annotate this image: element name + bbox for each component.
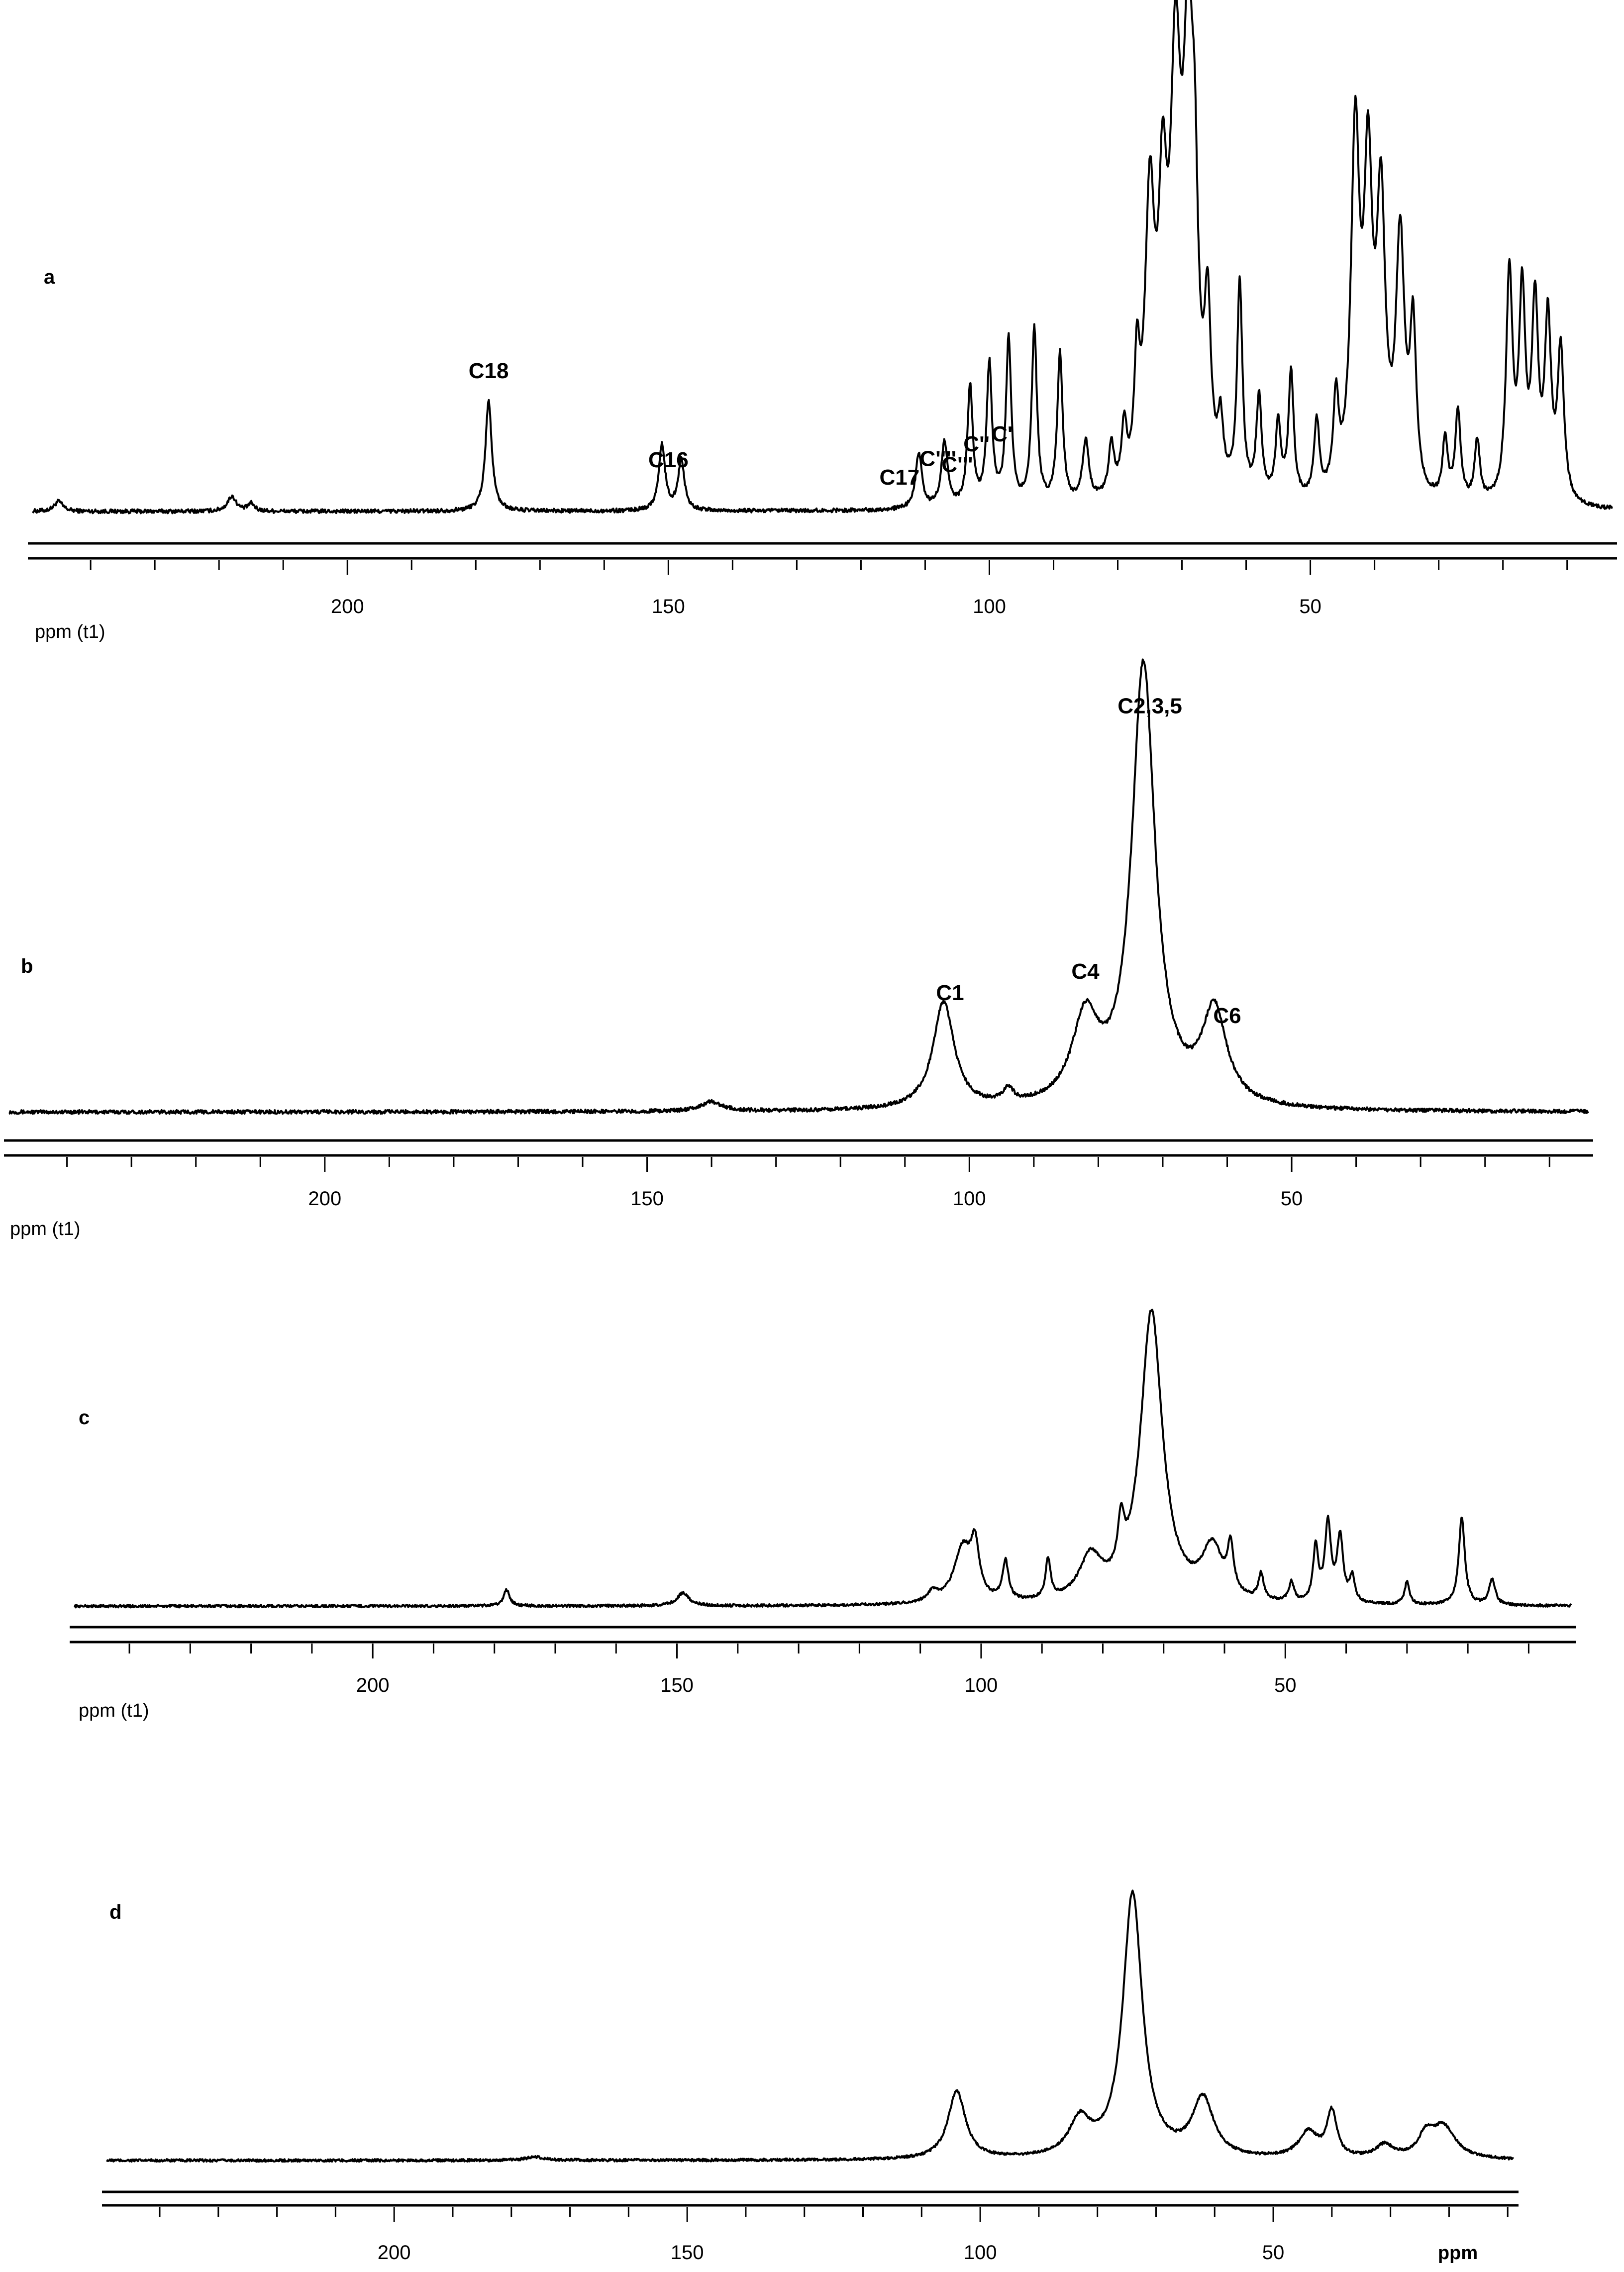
panel-d: 200 150 100 50 ppm d <box>102 1889 1519 2264</box>
peak-label: C' <box>992 422 1013 446</box>
tick-label: 200 <box>378 2242 411 2264</box>
panel-c: 200 150 100 50 ppm (t1) c <box>70 1309 1576 1721</box>
peak-label: C18 <box>469 359 509 383</box>
spectrum-trace <box>74 1309 1572 1609</box>
tick-label: 150 <box>652 596 685 618</box>
tick-label: 150 <box>671 2242 704 2264</box>
peak-label: C17 <box>879 465 919 490</box>
peak-label: C6 <box>1213 1004 1241 1028</box>
panel-label: b <box>21 955 33 977</box>
spectrum-trace <box>8 658 1589 1115</box>
tick-label: 200 <box>308 1188 341 1210</box>
tick-label: 100 <box>973 596 1006 618</box>
spectrum-trace <box>106 1889 1515 2163</box>
peak-label: C16 <box>648 448 689 472</box>
x-axis-label: ppm (t1) <box>35 621 105 642</box>
tick-label: 150 <box>660 1674 694 1696</box>
tick-label: 100 <box>964 2242 997 2264</box>
peak-label: C'''' <box>919 446 956 471</box>
x-axis-label: ppm <box>1438 2243 1478 2264</box>
panel-b: 200 150 100 50 ppm (t1) b C1 C4 C2,3,5 C6 <box>4 658 1593 1239</box>
peak-label: C''' <box>941 453 973 477</box>
peak-label: C2,3,5 <box>1117 694 1182 719</box>
peak-label: C4 <box>1071 959 1100 984</box>
spectrum-trace <box>32 0 1613 515</box>
peak-label: C1 <box>936 981 964 1005</box>
tick-label: 100 <box>965 1674 998 1696</box>
tick-label: 100 <box>953 1188 986 1210</box>
tick-label: 50 <box>1274 1674 1297 1696</box>
panel-label: c <box>79 1407 90 1429</box>
panel-label: a <box>44 266 55 288</box>
tick-label: 50 <box>1262 2242 1285 2264</box>
peak-label: C'' <box>963 432 990 456</box>
panel-label: d <box>109 1901 121 1923</box>
x-axis-label: ppm (t1) <box>79 1700 149 1721</box>
tick-label: 150 <box>630 1188 664 1210</box>
tick-label: 200 <box>356 1674 390 1696</box>
tick-label: 200 <box>331 596 364 618</box>
tick-label: 50 <box>1281 1188 1303 1210</box>
tick-label: 50 <box>1299 596 1321 618</box>
x-axis-label: ppm (t1) <box>10 1219 80 1239</box>
